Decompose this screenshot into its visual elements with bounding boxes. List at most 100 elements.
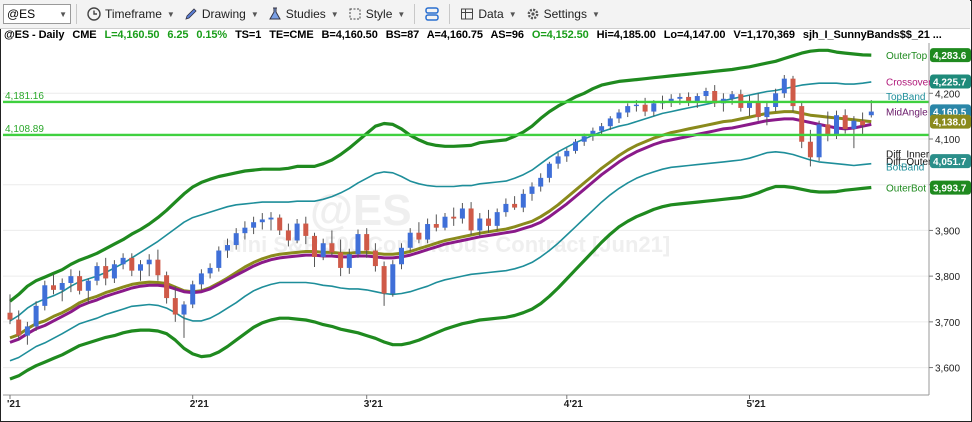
symbol-value: @ES xyxy=(7,7,36,21)
settings-button[interactable]: Settings ▼ xyxy=(521,3,604,25)
candle-body xyxy=(816,124,822,158)
series-name-label: Crossover xyxy=(886,78,932,89)
price-axis-background[interactable] xyxy=(929,43,970,395)
candle-body xyxy=(546,163,552,178)
chevron-down-icon[interactable]: ▼ xyxy=(59,9,67,19)
time-tick-label: 3'21 xyxy=(364,399,384,410)
candle-body xyxy=(564,150,570,157)
candle-body xyxy=(599,126,605,131)
horizontal-line-label: 4,108.89 xyxy=(5,124,44,135)
candle-body xyxy=(51,285,56,290)
candle-body xyxy=(364,234,370,251)
timeframe-label: Timeframe xyxy=(105,7,162,21)
candle-body xyxy=(668,98,674,102)
price-tag-label: 4,225.7 xyxy=(933,78,967,89)
candle-body xyxy=(33,305,39,327)
candle-body xyxy=(790,78,796,107)
candle-body xyxy=(825,124,831,135)
candle-body xyxy=(59,283,65,290)
chevron-down-icon: ▼ xyxy=(330,9,339,19)
series-name-label: OuterBot xyxy=(886,184,926,195)
link-button[interactable] xyxy=(420,3,444,25)
candle-body xyxy=(799,106,805,142)
candle-body xyxy=(529,186,535,194)
data-label: Data xyxy=(478,7,504,21)
quote-info-bar: @ES - Daily CME L=4,160.50 6.25 0.15% TS… xyxy=(4,29,947,43)
candle-body xyxy=(686,96,692,103)
candle-body xyxy=(42,285,48,306)
horizontal-line-label: 4,181.16 xyxy=(5,91,44,102)
flask-icon xyxy=(267,6,283,22)
series-line-topband xyxy=(9,81,872,322)
data-grid-icon xyxy=(459,6,475,22)
series-name-label: TopBand xyxy=(886,92,925,103)
drawing-button[interactable]: Drawing ▼ xyxy=(179,3,263,25)
candle-body xyxy=(416,232,422,240)
candle-body xyxy=(198,273,204,285)
price-tag-label: 4,138.0 xyxy=(933,118,967,129)
horizontal-lines[interactable]: 4,181.16 4,108.89 xyxy=(3,91,929,137)
data-button[interactable]: Data ▼ xyxy=(455,3,520,25)
candle-body xyxy=(68,276,74,283)
candle-body xyxy=(242,227,248,234)
chevron-down-icon: ▼ xyxy=(250,9,259,19)
info-study: sjh_I_SunnyBands$$_21 ... xyxy=(802,29,942,41)
candle-body xyxy=(346,254,352,268)
info-ask-size: AS=96 xyxy=(490,29,524,41)
candle-body xyxy=(477,218,483,231)
timeframe-button[interactable]: Timeframe ▼ xyxy=(82,3,179,25)
candle-body xyxy=(747,101,752,108)
candle-body xyxy=(129,257,135,271)
candle-body xyxy=(277,217,283,231)
candle-body xyxy=(842,115,848,129)
toolbar-divider xyxy=(76,4,77,24)
candle-body xyxy=(164,275,170,299)
candle-body xyxy=(781,78,787,94)
series-line-botband xyxy=(9,151,872,362)
candle-body xyxy=(573,141,578,151)
series-name-label: OuterTop xyxy=(886,51,928,62)
candle-body xyxy=(320,243,326,257)
candle-body xyxy=(642,104,648,112)
candle-body xyxy=(451,216,457,219)
price-tag-background xyxy=(930,48,971,63)
candle-body xyxy=(459,208,465,219)
candle-body xyxy=(85,280,91,291)
candle-body xyxy=(616,112,622,119)
time-tick-label: 5'21 xyxy=(747,399,767,410)
studies-button[interactable]: Studies ▼ xyxy=(263,3,343,25)
candle-body xyxy=(251,222,257,228)
toolbar: @ES ▼ Timeframe ▼ Drawing ▼ Studies ▼ St… xyxy=(0,0,970,29)
candle-body xyxy=(16,319,22,336)
candle-body xyxy=(7,312,13,320)
price-tag-background xyxy=(930,154,971,169)
candle-body xyxy=(868,111,874,116)
band-lines xyxy=(9,48,872,381)
style-button[interactable]: Style ▼ xyxy=(343,3,410,25)
candle-body xyxy=(94,266,100,281)
price-tag-label: 4,160.5 xyxy=(933,107,967,118)
price-tag-background xyxy=(930,114,971,129)
candle-body xyxy=(372,250,378,267)
plot-area[interactable] xyxy=(3,43,929,395)
settings-label: Settings xyxy=(543,7,587,21)
candle-body xyxy=(390,264,396,294)
grid-lines xyxy=(3,92,929,369)
candle-body xyxy=(172,298,178,315)
style-label: Style xyxy=(365,7,393,21)
series-name-label: Diff_Inner xyxy=(886,150,930,161)
time-axis[interactable]: '21 2'21 3'21 4'21 5'21 xyxy=(3,394,929,410)
info-bid-size: BS=87 xyxy=(385,29,420,41)
info-high: Hi=4,185.00 xyxy=(596,29,656,41)
candle-body xyxy=(425,224,431,240)
candle-body xyxy=(807,141,813,158)
series-name-label: MidAngle xyxy=(886,107,928,118)
chevron-down-icon: ▼ xyxy=(397,9,406,19)
candle-body xyxy=(520,193,526,208)
candle-body xyxy=(694,96,700,103)
price-tick-label: 4,200 xyxy=(935,89,960,100)
price-tick-label: 3,800 xyxy=(935,272,960,283)
symbol-input[interactable]: @ES ▼ xyxy=(3,4,71,24)
